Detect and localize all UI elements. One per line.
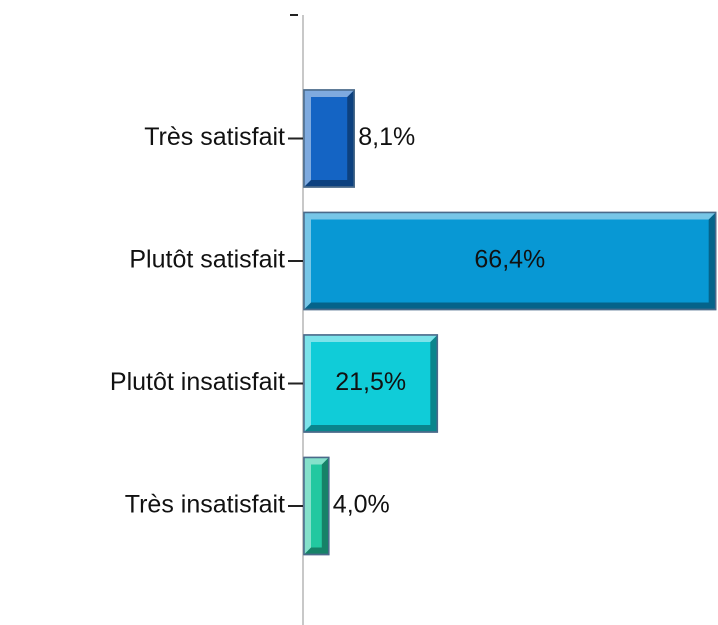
y-tick-label: Très satisfait [144,123,285,151]
bar-outline [303,89,355,188]
data-label: 8,1% [358,123,415,151]
bar-face [311,219,709,303]
y-tick-label: Plutôt satisfait [129,246,285,274]
bar-outline [303,211,717,311]
data-label: 4,0% [333,491,390,519]
data-label: 21,5% [335,368,406,396]
y-tick-label: Très insatisfait [125,491,285,519]
bar-bevel-light [304,90,355,187]
data-label: 66,4% [474,246,545,274]
bar-bevel-light [304,457,329,555]
bar-face [311,342,431,425]
y-tick-label: Plutôt insatisfait [110,368,285,396]
bar-outline [303,456,330,556]
bar-face [311,97,348,180]
bar-face [311,464,322,548]
bar-outline [303,334,439,433]
